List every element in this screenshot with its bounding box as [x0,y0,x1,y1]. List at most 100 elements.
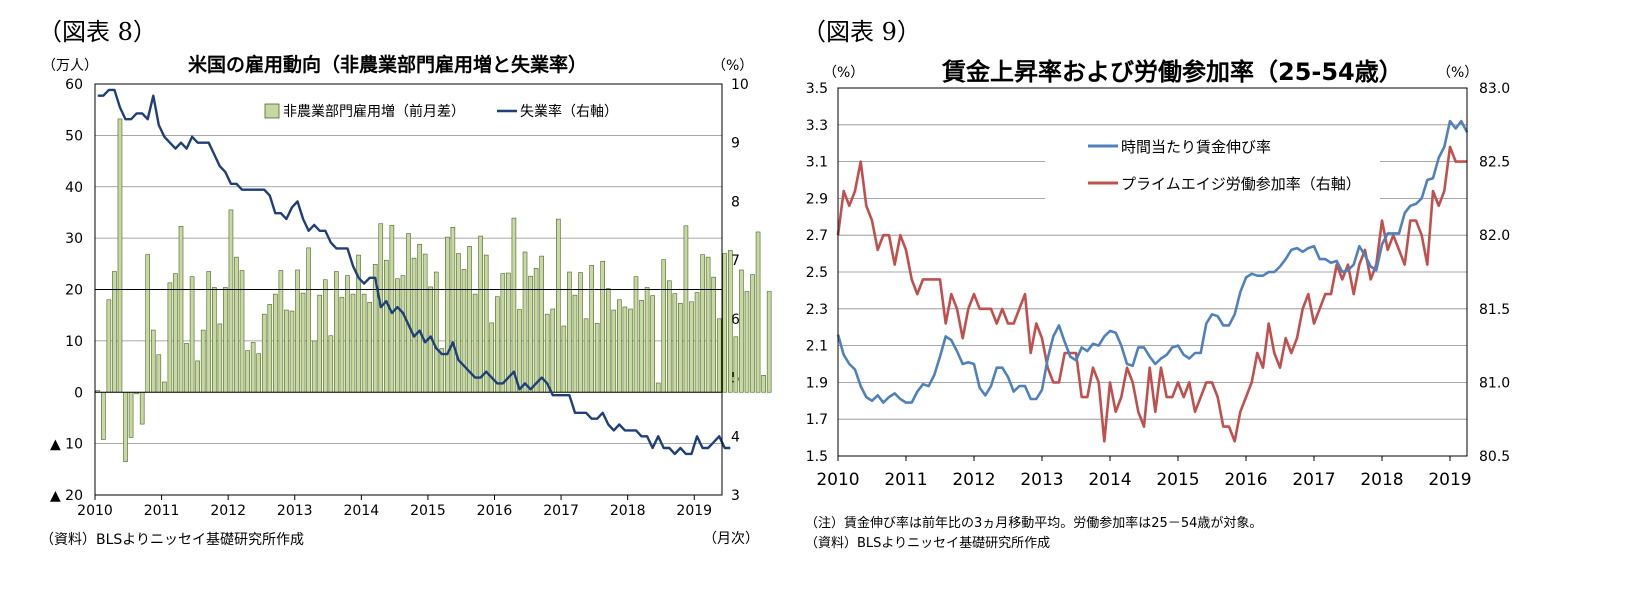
participation-line [836,145,1467,443]
employment-bar [273,293,278,393]
employment-bar [517,309,522,393]
employment-bar [422,253,428,393]
employment-bar [250,342,256,393]
x-tick-label: 2013 [1020,470,1063,490]
employment-bar [605,288,611,393]
x-tick-label: 2011 [884,470,927,490]
employment-bar [211,287,217,393]
y2-tick-label: 83.0 [1479,81,1510,97]
employment-bar [295,269,300,393]
x-tick-label: 2014 [344,503,380,519]
employment-bar [650,295,655,393]
employment-bar [728,250,733,393]
employment-bar [550,308,556,393]
y-tick-label: 10 [65,334,83,350]
employment-bar [683,225,689,393]
employment-bar [300,292,306,393]
employment-bar [622,306,628,393]
employment-bar [189,276,195,393]
employment-bar [639,299,644,393]
y-tick-label: 1.7 [806,412,828,428]
employment-bar [173,273,178,393]
x-tick-label: 2010 [816,470,859,490]
employment-bar [617,299,622,393]
employment-bar [556,218,561,393]
x-tick-label: 2012 [210,503,246,519]
y2-tick-label: 8 [731,194,740,210]
employment-bar [384,259,389,393]
x-tick-label: 2018 [610,503,646,519]
figure-label-8: （図表 8） [38,18,157,46]
right-unit-8: （%） [712,58,754,74]
employment-bar [583,318,589,393]
employment-bar [611,309,617,393]
employment-bar [178,226,184,393]
y-tick-label: 2.5 [806,265,828,281]
y-tick-label: 2.9 [806,191,828,207]
source-note-8: （資料）BLSよりニッセイ基礎研究所作成 [40,532,305,548]
employment-bar [156,354,162,393]
employment-bar [328,335,334,393]
employment-bar [744,291,750,393]
chart-title-9: 賃金上昇率および労働参加率（25-54歳） [942,58,1403,86]
employment-bar [167,282,173,393]
employment-bar [139,391,145,425]
y2-tick-label: 81.5 [1479,302,1510,318]
employment-bar [145,254,151,393]
x-tick-label: 2019 [1428,470,1471,490]
employment-bar [572,294,578,393]
employment-bar [722,253,728,393]
employment-bar [317,294,323,393]
employment-bar [628,308,633,393]
employment-bar [322,279,328,393]
employment-bar [367,302,372,393]
employment-bar [689,301,694,393]
employment-bar [561,325,567,393]
y-tick-label: 60 [65,77,83,93]
legend-wage-label: 時間当たり賃金伸び率 [1121,138,1271,156]
y2-tick-label: 4 [731,429,740,445]
employment-bar [306,247,311,393]
legend-line-label: 失業率（右軸） [520,103,618,120]
x-tick-label: 2019 [676,503,712,519]
legend-bar-swatch [264,103,280,119]
x-tick-label: 2015 [410,503,446,519]
employment-bar [445,236,450,393]
employment-bar [278,270,284,393]
employment-bar [694,292,700,393]
y2-tick-label: 10 [731,77,749,93]
y-tick-label: 2.1 [806,339,828,355]
employment-bar [400,275,406,393]
employment-bar [655,382,661,393]
plot-frame [94,83,723,496]
employment-bar [117,118,123,393]
employment-bar [195,360,200,393]
y2-tick-label: 6 [731,312,740,328]
employment-bar [755,231,761,393]
employment-bar [766,291,772,393]
y2-tick-label: 9 [731,136,740,152]
employment-bar [106,299,112,393]
employment-bar [411,257,417,393]
employment-bar [666,280,672,393]
y-tick-label: 0 [74,385,83,401]
x-tick-label: 2015 [1156,470,1199,490]
y-tick-label: 3.5 [806,81,828,97]
y-tick-label: 1.9 [806,375,828,391]
x-tick-label: 2018 [1360,470,1403,490]
x-tick-label: 2013 [277,503,313,519]
employment-bar [489,322,495,393]
y-tick-label: 1.5 [806,449,828,465]
y-tick-label: 2.7 [806,228,828,244]
employment-bar [261,313,267,393]
employment-bar [217,323,223,393]
employment-bar [739,269,744,393]
y-tick-label: 3.1 [806,155,828,171]
employment-bar [678,303,683,393]
employment-bar [600,260,606,393]
y2-tick-label: 7 [731,253,740,269]
source-note-9: （資料）BLSよりニッセイ基礎研究所作成 [805,536,1051,551]
employment-bar [234,256,239,393]
